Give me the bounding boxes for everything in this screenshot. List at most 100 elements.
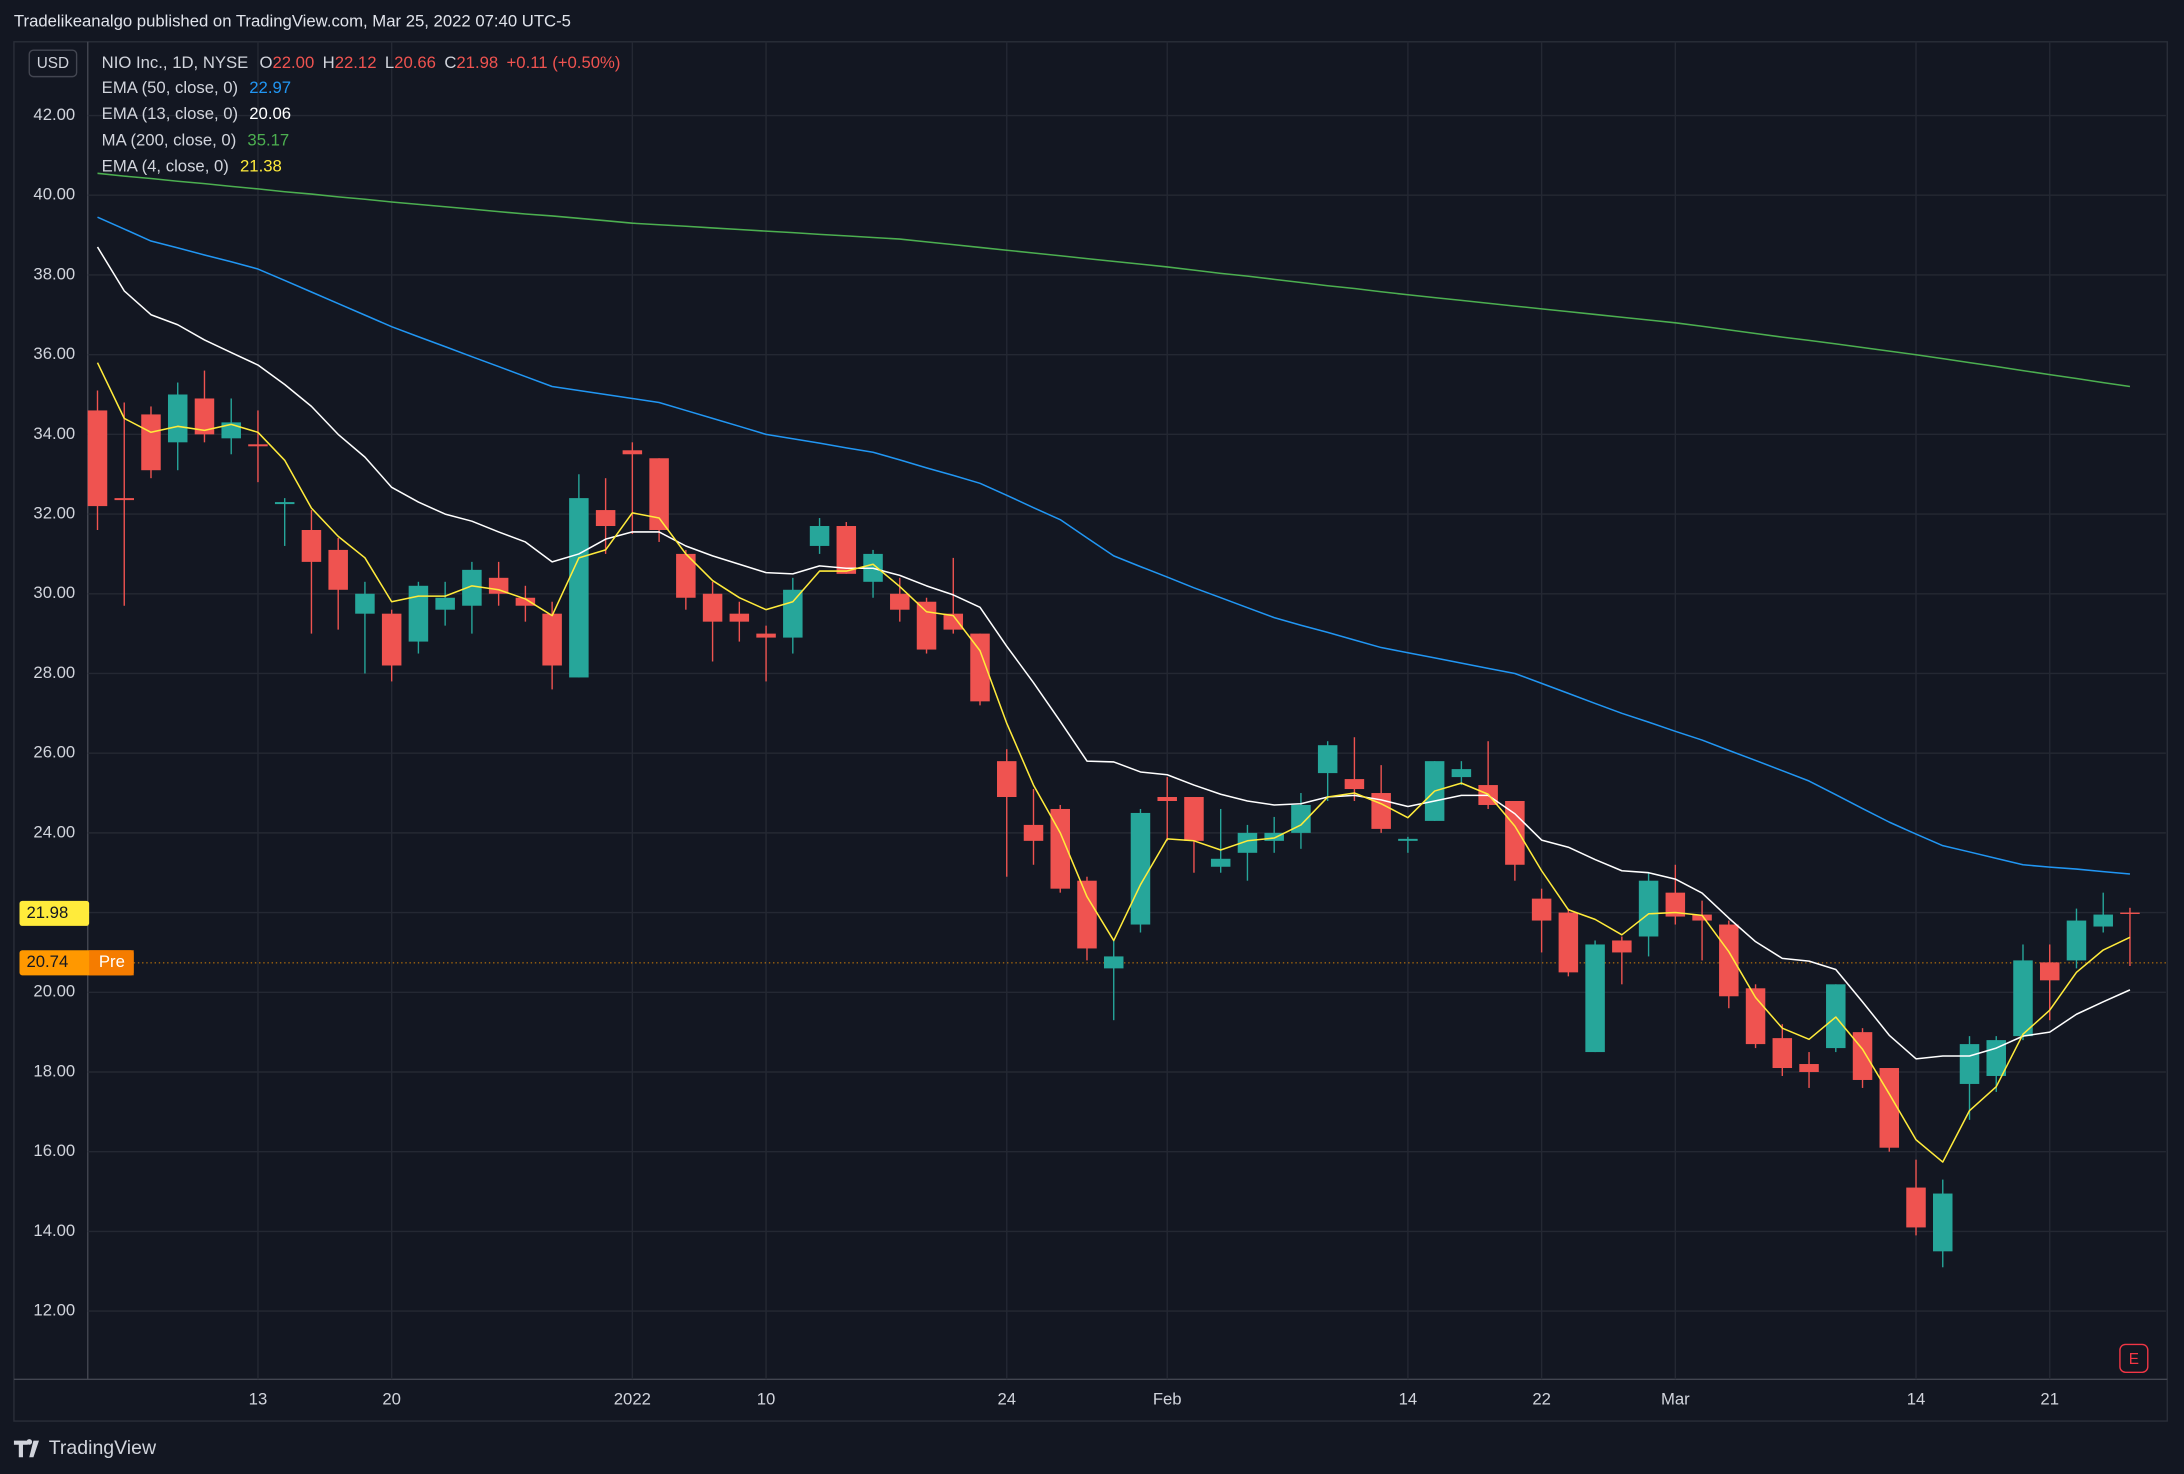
candle-body <box>1103 956 1124 969</box>
candle-body <box>1879 1068 1900 1148</box>
y-tick-label: 16.00 <box>33 1141 75 1160</box>
indicator-name: MA (200, close, 0) <box>102 131 237 150</box>
candle-body <box>783 589 803 638</box>
indicator-name: EMA (50, close, 0) <box>102 79 238 98</box>
candle-body <box>1612 940 1632 953</box>
indicator-name: EMA (13, close, 0) <box>102 105 238 124</box>
x-tick-label: Feb <box>1153 1390 1182 1409</box>
publish-header: Tradelikeanalgo published on TradingView… <box>14 12 571 31</box>
plot <box>87 41 2166 1380</box>
candle-body <box>1210 858 1231 867</box>
y-tick-label: 30.00 <box>33 583 75 602</box>
x-tick-label: 2022 <box>614 1390 651 1409</box>
candle-body <box>194 398 215 435</box>
ohlc-value: 21.98 <box>456 54 498 73</box>
candle-body <box>542 613 562 666</box>
candle-body <box>1291 804 1311 833</box>
ohlc-value: 22.12 <box>335 54 377 73</box>
candle-body <box>1023 824 1044 841</box>
candle-body <box>2066 920 2087 961</box>
y-tick-label: 34.00 <box>33 424 75 443</box>
candle-body <box>1692 914 1712 921</box>
indicator-line <box>97 216 2131 875</box>
candle-body <box>1184 797 1204 841</box>
candle-body <box>248 444 268 447</box>
y-tick-label: 42.00 <box>33 105 75 124</box>
candle-body <box>676 553 696 598</box>
ohlc-key: O <box>259 54 272 73</box>
symbol-legend: NIO Inc., 1D, NYSE O22.00 H22.12 L20.66 C21.… <box>102 54 621 73</box>
y-tick-label: 20.00 <box>33 982 75 1001</box>
candle-body <box>569 498 589 678</box>
candle-body <box>274 502 295 505</box>
y-tick-label: 28.00 <box>33 663 75 682</box>
indicator-line <box>97 172 2131 388</box>
candle-body <box>1772 1038 1793 1069</box>
indicator-value: 22.97 <box>249 79 291 98</box>
candle-body <box>1799 1064 1819 1072</box>
x-tick-label: 20 <box>382 1390 401 1409</box>
candle-body <box>515 597 536 606</box>
x-tick-label: 13 <box>249 1390 268 1409</box>
candle-body <box>114 498 134 501</box>
candle-body <box>1558 912 1579 973</box>
candle-body <box>1264 832 1284 841</box>
candle-body <box>301 529 322 562</box>
candle-body <box>1906 1187 1926 1228</box>
y-tick-label: 24.00 <box>33 822 75 841</box>
indicator-value: 20.06 <box>249 105 291 124</box>
candle-body <box>1531 898 1552 921</box>
indicator-line <box>96 362 2131 1163</box>
y-tick-label: 36.00 <box>33 344 75 363</box>
candle-body <box>622 450 643 455</box>
x-tick-label: 24 <box>997 1390 1016 1409</box>
last-price-label: 21.98 <box>26 903 68 922</box>
candle-body <box>435 597 455 610</box>
candle-body <box>1665 892 1686 917</box>
candle-body <box>1585 944 1605 1053</box>
ohlc-key: H <box>323 54 335 73</box>
currency-button[interactable] <box>28 49 78 78</box>
candle-body <box>649 458 669 530</box>
candle-body <box>2039 962 2060 981</box>
candle-body <box>916 601 937 650</box>
ohlc-value: 20.66 <box>394 54 436 73</box>
candle-body <box>2120 912 2140 914</box>
candle-body <box>408 585 429 642</box>
indicator-legend: EMA (13, close, 0) 20.06 <box>102 105 291 124</box>
brand-name: TradingView <box>49 1437 157 1459</box>
candle-body <box>1719 924 1739 997</box>
candle-body <box>1157 797 1177 801</box>
y-tick-label: 18.00 <box>33 1061 75 1080</box>
y-tick-label: 38.00 <box>33 264 75 283</box>
candle-body <box>141 414 161 471</box>
x-tick-label: Mar <box>1661 1390 1690 1409</box>
candle-body <box>836 526 857 574</box>
candle-body <box>1130 812 1151 925</box>
indicator-legend: MA (200, close, 0) 35.17 <box>102 131 290 150</box>
ohlc-key: C <box>444 54 456 73</box>
candle-body <box>809 526 830 546</box>
premarket-tag-box <box>89 950 134 976</box>
symbol-name: NIO Inc., 1D, NYSE <box>102 54 249 73</box>
x-tick-label: 14 <box>1399 1390 1418 1409</box>
premarket-tag: Pre <box>99 952 125 971</box>
candle-body <box>595 510 616 527</box>
earnings-icon[interactable] <box>2119 1343 2149 1373</box>
candle-body <box>462 569 482 606</box>
candle-body <box>87 410 108 507</box>
indicator-name: EMA (4, close, 0) <box>102 157 229 176</box>
candle-body <box>1933 1193 1953 1252</box>
candle-body <box>1344 779 1365 790</box>
candle-body <box>970 633 990 702</box>
y-tick-label: 12.00 <box>33 1301 75 1320</box>
earnings-icon-letter: E <box>2129 1351 2139 1368</box>
last-price-box <box>19 900 90 926</box>
candle-body <box>702 593 723 622</box>
candle-body <box>997 761 1017 798</box>
indicator-value: 35.17 <box>247 131 289 150</box>
indicator-value: 21.38 <box>240 157 282 176</box>
y-tick-label: 14.00 <box>33 1221 75 1240</box>
candle-body <box>2093 914 2113 927</box>
